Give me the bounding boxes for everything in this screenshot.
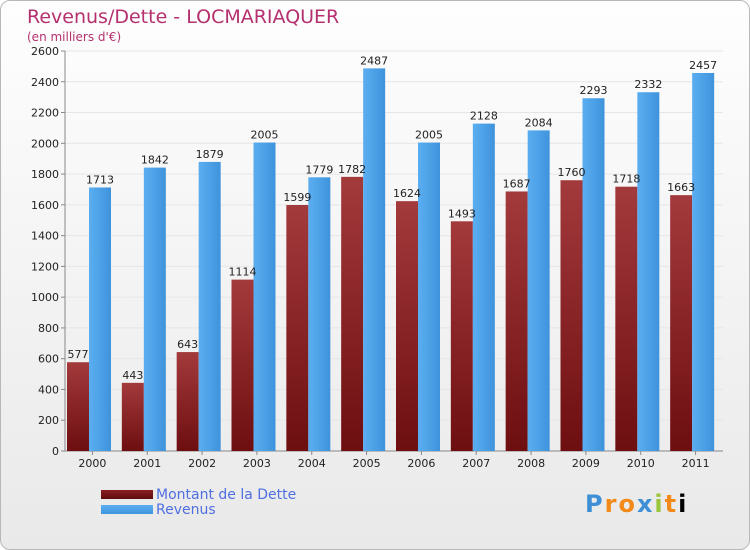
logo-letter: i: [678, 490, 689, 518]
bar-revenue: [637, 92, 660, 451]
x-tick-label: 2002: [188, 457, 216, 470]
legend-swatch-debt: [101, 490, 153, 499]
bar-revenue: [143, 167, 166, 451]
y-tick-label: 0: [52, 445, 59, 458]
x-tick-label: 2001: [133, 457, 161, 470]
value-label-revenue: 2128: [470, 110, 498, 123]
x-tick-label: 2004: [298, 457, 326, 470]
proxiti-logo: Proxiti: [585, 490, 688, 518]
bar-debt: [396, 201, 418, 451]
bar-debt: [231, 279, 254, 451]
legend-swatch-revenue: [101, 505, 153, 514]
logo-letter: o: [618, 490, 637, 518]
y-tick-label: 2200: [31, 107, 59, 120]
value-label-revenue: 2293: [580, 84, 608, 97]
value-label-revenue: 2005: [251, 129, 279, 142]
y-tick-label: 800: [38, 322, 59, 335]
logo-letter: r: [604, 490, 619, 518]
value-label-debt: 1624: [393, 187, 421, 200]
value-label-debt: 1599: [283, 191, 311, 204]
value-label-debt: 1687: [503, 177, 531, 190]
legend-item-revenue: Revenus: [101, 501, 296, 518]
bar-revenue: [527, 130, 550, 451]
value-label-debt: 1782: [338, 163, 366, 176]
x-tick-label: 2009: [572, 457, 600, 470]
y-tick-label: 1800: [31, 168, 59, 181]
value-label-revenue: 1779: [305, 163, 333, 176]
y-tick-label: 1600: [31, 199, 59, 212]
value-label-revenue: 1879: [196, 148, 224, 161]
value-label-debt: 1114: [229, 266, 257, 279]
bar-debt: [615, 186, 638, 451]
x-tick-label: 2007: [462, 457, 490, 470]
value-label-revenue: 1713: [86, 173, 114, 186]
x-tick-label: 2003: [243, 457, 271, 470]
bar-debt: [176, 352, 199, 451]
bars: [67, 68, 715, 452]
grid-lines: [65, 50, 723, 452]
y-tick-label: 2400: [31, 76, 59, 89]
value-label-revenue: 2457: [689, 59, 717, 72]
bar-revenue: [418, 142, 440, 452]
y-tick-label: 200: [38, 414, 59, 427]
y-tick-label: 2000: [31, 137, 59, 150]
labels: 0 200 400 600 800 1000 1200 1400 1600 1800 2000 220…: [31, 45, 717, 470]
logo-letter: i: [654, 490, 665, 518]
legend-label-revenue: Revenus: [156, 501, 216, 518]
value-label-debt: 1760: [558, 166, 586, 179]
bar-debt: [670, 195, 693, 451]
y-tick-label: 400: [38, 383, 59, 396]
value-label-debt: 1663: [667, 181, 695, 194]
y-tick-label: 1400: [31, 230, 59, 243]
bar-revenue: [253, 142, 276, 452]
x-tick-label: 2005: [353, 457, 381, 470]
value-label-revenue: 2487: [360, 54, 388, 67]
value-label-debt: 1493: [448, 207, 476, 220]
y-tick-label: 1200: [31, 260, 59, 273]
logo-letter: t: [664, 490, 679, 518]
value-label-revenue: 2084: [525, 116, 553, 129]
value-label-debt: 577: [68, 348, 89, 361]
legend: Montant de la Dette Revenus: [101, 486, 297, 518]
value-label-debt: 443: [122, 369, 143, 382]
x-tick-label: 2011: [682, 457, 710, 470]
bar-revenue: [692, 73, 715, 451]
x-tick-label: 2006: [407, 457, 435, 470]
x-tick-label: 2000: [78, 457, 106, 470]
value-label-debt: 1718: [612, 173, 640, 186]
bar-revenue: [472, 123, 495, 451]
bar-revenue: [198, 161, 221, 451]
legend-label-debt: Montant de la Dette: [156, 486, 297, 503]
bar-debt: [450, 221, 473, 451]
bar-debt: [121, 382, 144, 451]
chart-title: Revenus/Dette - LOCMARIAQUER: [27, 6, 340, 28]
value-label-revenue: 2005: [415, 129, 443, 142]
value-label-debt: 643: [177, 338, 198, 351]
bar-debt: [560, 180, 583, 451]
bar-revenue: [363, 68, 386, 451]
legend-item-debt: Montant de la Dette: [101, 486, 297, 503]
chart-subtitle: (en milliers d'€): [27, 30, 122, 44]
bar-revenue: [308, 177, 331, 452]
value-label-revenue: 1842: [141, 154, 169, 167]
axes: [61, 50, 723, 455]
x-tick-label: 2010: [627, 457, 655, 470]
y-tick-label: 2600: [31, 45, 59, 58]
value-label-revenue: 2332: [634, 78, 662, 91]
x-tick-label: 2008: [517, 457, 545, 470]
bar-debt: [67, 362, 89, 451]
bar-debt: [341, 176, 364, 451]
logo-letter: x: [636, 490, 655, 518]
logo-letter: P: [585, 490, 605, 518]
bar-revenue: [89, 187, 111, 451]
bar-debt: [505, 191, 528, 451]
y-tick-label: 600: [38, 353, 59, 366]
bar-revenue: [582, 98, 605, 451]
bar-debt: [286, 205, 309, 451]
y-tick-label: 1000: [31, 291, 59, 304]
